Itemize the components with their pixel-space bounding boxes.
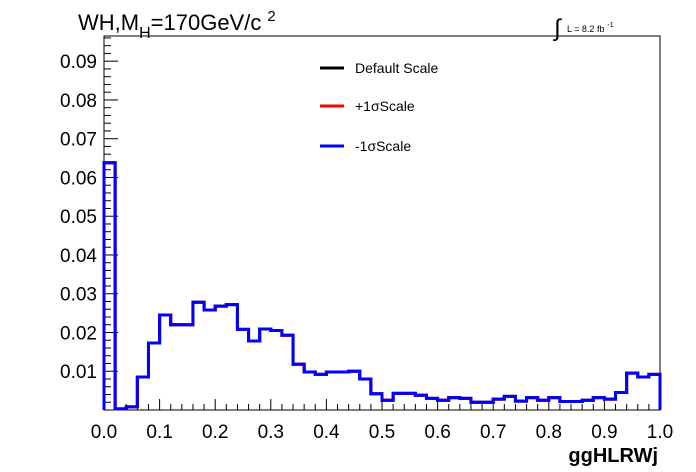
y-tick-label: 0.05 xyxy=(60,207,97,228)
lumi-superscript: -1 xyxy=(607,22,613,29)
y-tick-label: 0.06 xyxy=(60,168,97,189)
title-main: WH,M xyxy=(78,10,139,35)
x-axis-label: ggHLRWj xyxy=(568,445,658,467)
x-tick-label: 0.5 xyxy=(369,422,395,443)
series-line-1 xyxy=(102,161,662,411)
legend-label-2: -1σScale xyxy=(355,138,411,154)
series-line-2 xyxy=(102,161,662,411)
series-group xyxy=(102,161,662,411)
x-tick-label: 0.0 xyxy=(91,422,117,443)
y-tick-label: 0.01 xyxy=(60,362,97,383)
svg-text:L = 8.2 fb-1: L = 8.2 fb -1 xyxy=(567,22,614,34)
title-rest: =170GeV/c xyxy=(151,10,262,35)
x-tick-label: 0.7 xyxy=(480,422,506,443)
x-tick-label: 0.3 xyxy=(258,422,284,443)
y-tick-label: 0.09 xyxy=(60,52,97,73)
y-tick-label: 0.08 xyxy=(60,91,97,112)
luminosity-label: ∫ L = 8.2 fb -1 xyxy=(552,15,614,42)
y-tick-label: 0.07 xyxy=(60,130,97,151)
series-line-0 xyxy=(102,161,662,411)
plot-frame xyxy=(103,35,661,411)
y-tick-label: 0.02 xyxy=(60,323,97,344)
x-tick-label: 0.4 xyxy=(313,422,340,443)
x-tick-label: 0.6 xyxy=(424,422,450,443)
y-tick-label: 0.04 xyxy=(60,246,97,267)
title-superscript: 2 xyxy=(267,8,275,25)
svg-text:WH,MH=170GeV/c2: WH,MH=170GeV/c 2 xyxy=(78,8,276,42)
y-tick-label: 0.03 xyxy=(60,285,97,306)
legend-label-1: +1σScale xyxy=(355,98,415,114)
title-subscript: H xyxy=(139,25,151,42)
chart-title: WH,MH=170GeV/c 2 xyxy=(78,8,276,42)
x-tick-label: 0.8 xyxy=(536,422,562,443)
x-tick-label: 1.0 xyxy=(647,422,673,443)
x-tick-label: 0.2 xyxy=(202,422,228,443)
lumi-text: L = 8.2 fb xyxy=(567,24,604,34)
x-tick-label: 0.9 xyxy=(591,422,617,443)
x-tick-label: 0.1 xyxy=(146,422,172,443)
integral-symbol: ∫ xyxy=(552,15,562,42)
legend: Default Scale +1σScale -1σScale xyxy=(320,60,438,154)
legend-label-0: Default Scale xyxy=(355,60,438,76)
axes: 0.0 0.1 0.2 0.3 0.4 0.5 0.6 0.7 0.8 0.9 1.0 0.01 0.0… xyxy=(60,37,673,443)
